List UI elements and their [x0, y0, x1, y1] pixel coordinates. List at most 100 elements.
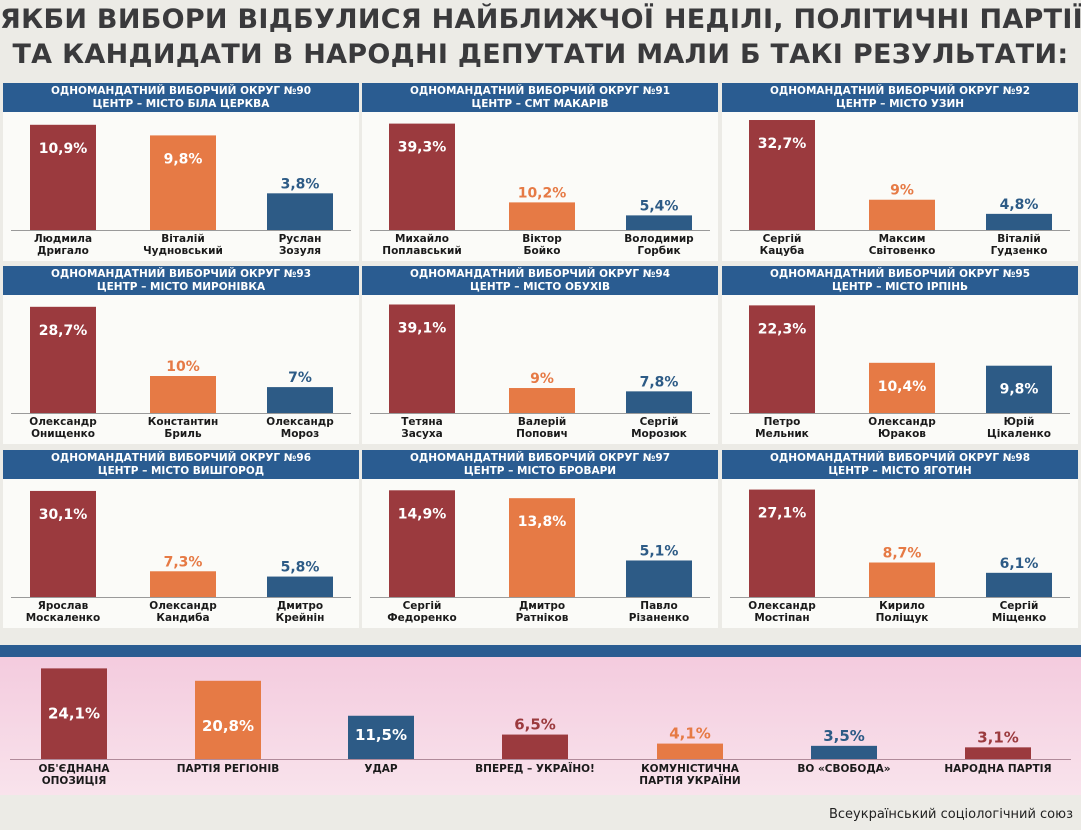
- bar: [30, 490, 96, 597]
- candidate-name: Ярослав: [38, 600, 89, 612]
- district-title: ОДНОМАНДАТНИЙ ВИБОРЧИЙ ОКРУГ №96: [50, 452, 312, 464]
- district-subtitle: ЦЕНТР – МІСТО БРОВАРИ: [463, 465, 617, 477]
- candidate-name: Морозюк: [631, 428, 687, 440]
- bar: [869, 362, 935, 413]
- party-value-label: 3,1%: [977, 728, 1019, 746]
- candidate-name: Павло: [640, 600, 677, 612]
- bar-value-label: 30,1%: [39, 507, 88, 523]
- party-bar: [965, 747, 1031, 759]
- candidate-name: Міщенко: [992, 612, 1046, 624]
- headline-line-2: ТА КАНДИДАТИ В НАРОДНІ ДЕПУТАТИ МАЛИ Б Т…: [12, 39, 1069, 70]
- party-name: НАРОДНА ПАРТІЯ: [944, 763, 1051, 775]
- candidate-name: Сергій: [1000, 600, 1039, 612]
- district-chart: ОДНОМАНДАТНИЙ ВИБОРЧИЙ ОКРУГ №90 ЦЕНТР – …: [3, 83, 359, 261]
- candidate-name: Мороз: [281, 428, 320, 440]
- bar-value-label: 10,4%: [878, 379, 927, 395]
- party-value-label: 6,5%: [514, 716, 556, 734]
- candidate-name: Бриль: [164, 428, 202, 440]
- candidate-name: Володимир: [624, 233, 694, 245]
- district-chart: ОДНОМАНДАТНИЙ ВИБОРЧИЙ ОКРУГ №93 ЦЕНТР – …: [3, 266, 359, 444]
- candidate-name: Людмила: [34, 233, 92, 245]
- bar-value-label: 9,8%: [1000, 382, 1039, 398]
- candidate-name: Кацуба: [760, 245, 805, 257]
- bar-value-label: 14,9%: [398, 506, 447, 522]
- district-subtitle: ЦЕНТР – МІСТО ІРПІНЬ: [831, 281, 968, 293]
- bar-value-label: 5,1%: [640, 543, 679, 559]
- bar: [150, 135, 216, 230]
- bar: [30, 306, 96, 413]
- district-band: ОДНОМАНДАТНИЙ ВИБОРЧИЙ ОКРУГ №90 ЦЕНТР – …: [3, 83, 359, 112]
- bar: [986, 365, 1052, 413]
- bar-value-label: 9%: [890, 183, 914, 199]
- candidate-name: Світовенко: [869, 245, 936, 257]
- candidate-name: Сергій: [403, 600, 442, 612]
- bar: [509, 388, 575, 413]
- bar: [749, 489, 815, 597]
- candidate-name: Федоренко: [387, 612, 456, 624]
- candidate-name: Дмитро: [277, 600, 323, 612]
- bar: [509, 202, 575, 230]
- source-credit: Всеукраїнський соціологічний союз: [828, 807, 1073, 822]
- district-title: ОДНОМАНДАТНИЙ ВИБОРЧИЙ ОКРУГ №94: [409, 268, 671, 280]
- bar-value-label: 8,7%: [883, 546, 922, 562]
- candidate-name: Юраков: [878, 428, 926, 440]
- candidate-name: Ратніков: [516, 612, 569, 624]
- district-band: ОДНОМАНДАТНИЙ ВИБОРЧИЙ ОКРУГ №97 ЦЕНТР – …: [362, 450, 718, 479]
- district-chart: ОДНОМАНДАТНИЙ ВИБОРЧИЙ ОКРУГ №92 ЦЕНТР – …: [722, 83, 1078, 261]
- headline: ЯКБИ ВИБОРИ ВІДБУЛИСЯ НАЙБЛИЖЧОЇ НЕДІЛІ,…: [0, 2, 1081, 72]
- candidate-name: Гудзенко: [991, 245, 1048, 257]
- candidate-name: Дмитро: [519, 600, 565, 612]
- district-band: ОДНОМАНДАТНИЙ ВИБОРЧИЙ ОКРУГ №94 ЦЕНТР – …: [362, 266, 718, 295]
- candidate-name: Олександр: [748, 600, 816, 612]
- district-title: ОДНОМАНДАТНИЙ ВИБОРЧИЙ ОКРУГ №92: [769, 85, 1031, 97]
- bar-value-label: 39,3%: [398, 140, 447, 156]
- party-name: УДАР: [364, 763, 398, 775]
- candidate-name: Максим: [879, 233, 926, 245]
- candidate-name: Попович: [516, 428, 568, 440]
- candidate-name: Онищенко: [31, 428, 95, 440]
- candidate-name: Віктор: [522, 233, 562, 245]
- district-band: ОДНОМАНДАТНИЙ ВИБОРЧИЙ ОКРУГ №96 ЦЕНТР – …: [3, 450, 359, 479]
- headline-line-1: ЯКБИ ВИБОРИ ВІДБУЛИСЯ НАЙБЛИЖЧОЇ НЕДІЛІ,…: [0, 4, 1081, 35]
- bar-value-label: 5,8%: [281, 560, 320, 576]
- bar: [869, 562, 935, 597]
- candidate-name: Поплавський: [382, 245, 461, 257]
- candidate-name: Сергій: [763, 233, 802, 245]
- district-chart: ОДНОМАНДАТНИЙ ВИБОРЧИЙ ОКРУГ №94 ЦЕНТР – …: [362, 266, 718, 444]
- district-chart: ОДНОМАНДАТНИЙ ВИБОРЧИЙ ОКРУГ №95 ЦЕНТР – …: [722, 266, 1078, 444]
- bar-value-label: 9%: [530, 371, 554, 387]
- bar: [749, 120, 815, 230]
- bar-value-label: 32,7%: [758, 136, 807, 152]
- district-subtitle: ЦЕНТР – МІСТО МИРОНІВКА: [96, 281, 266, 293]
- district-subtitle: ЦЕНТР – СМТ МАКАРІВ: [471, 98, 609, 110]
- candidate-name: Тетяна: [401, 416, 442, 428]
- district-band: ОДНОМАНДАТНИЙ ВИБОРЧИЙ ОКРУГ №98 ЦЕНТР – …: [722, 450, 1078, 479]
- district-band: ОДНОМАНДАТНИЙ ВИБОРЧИЙ ОКРУГ №91 ЦЕНТР – …: [362, 83, 718, 112]
- candidate-name: Засуха: [401, 428, 442, 440]
- candidate-name: Олександр: [868, 416, 936, 428]
- district-chart: ОДНОМАНДАТНИЙ ВИБОРЧИЙ ОКРУГ №97 ЦЕНТР – …: [362, 450, 718, 628]
- bar-value-label: 6,1%: [1000, 556, 1039, 572]
- bar: [869, 199, 935, 230]
- bar-value-label: 13,8%: [518, 514, 567, 530]
- candidate-name: Різаненко: [629, 612, 689, 624]
- district-subtitle: ЦЕНТР – МІСТО ВИШГОРОД: [97, 465, 265, 477]
- candidate-name: Віталій: [161, 233, 204, 245]
- party-chart-band: [0, 645, 1081, 657]
- party-bar: [348, 715, 414, 759]
- party-name: ПАРТІЯ РЕГІОНІВ: [177, 763, 280, 775]
- party-name: ПАРТІЯ УКРАЇНИ: [639, 773, 740, 787]
- district-band: ОДНОМАНДАТНИЙ ВИБОРЧИЙ ОКРУГ №92 ЦЕНТР – …: [722, 83, 1078, 112]
- candidate-name: Горбик: [637, 245, 680, 257]
- district-chart: ОДНОМАНДАТНИЙ ВИБОРЧИЙ ОКРУГ №96 ЦЕНТР – …: [3, 450, 359, 628]
- district-title: ОДНОМАНДАТНИЙ ВИБОРЧИЙ ОКРУГ №98: [769, 452, 1031, 464]
- bar: [389, 490, 455, 597]
- bar-value-label: 4,8%: [1000, 197, 1039, 213]
